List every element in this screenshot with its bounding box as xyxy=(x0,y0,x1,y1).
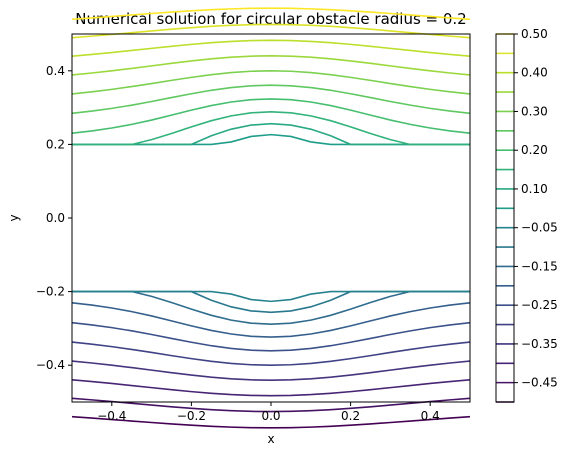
x-tick-label: 0.2 xyxy=(341,409,360,423)
contour-line xyxy=(71,301,471,338)
x-tick-label: 0.4 xyxy=(421,409,440,423)
colorbar-tick-label: −0.05 xyxy=(521,221,558,235)
colorbar-tick-label: −0.15 xyxy=(521,259,558,273)
contour-line xyxy=(71,39,471,57)
colorbar-tick-label: 0.10 xyxy=(521,182,548,196)
y-tick-label: 0.2 xyxy=(46,137,65,151)
contour-line xyxy=(71,415,471,429)
contour-line xyxy=(72,110,470,146)
contour-line xyxy=(72,290,470,303)
y-tick-label: −0.4 xyxy=(36,358,65,372)
y-tick-label: 0.0 xyxy=(46,211,65,225)
contour-lines xyxy=(71,7,471,429)
colorbar-tick-label: −0.25 xyxy=(521,298,558,312)
contour-line xyxy=(71,321,471,352)
x-tick-label: 0.0 xyxy=(261,409,280,423)
contour-line xyxy=(71,23,471,39)
colorbar-tick-label: 0.50 xyxy=(521,27,548,41)
chart-title: Numerical solution for circular obstacle… xyxy=(75,10,466,28)
colorbar-tick-label: −0.35 xyxy=(521,337,558,351)
y-axis-label: y xyxy=(7,214,21,221)
y-tick-label: 0.4 xyxy=(46,64,65,78)
colorbar-tick-label: −0.45 xyxy=(521,376,558,390)
contour-line xyxy=(71,360,471,382)
contour-line xyxy=(71,341,471,367)
x-axis-label: x xyxy=(267,432,274,446)
contour-line xyxy=(71,7,471,21)
contour-line xyxy=(71,397,471,413)
colorbar: 0.50 0.40 0.30 0.20 0.10 −0.05 −0.15 −0.25 −0.35… xyxy=(495,27,558,403)
contour-line xyxy=(71,379,471,397)
x-tick-label: −0.4 xyxy=(97,409,126,423)
contour-line xyxy=(72,290,470,326)
contour-line xyxy=(71,69,471,95)
colorbar-tick-label: 0.30 xyxy=(521,104,548,118)
contour-line xyxy=(72,122,470,146)
contour-line xyxy=(71,84,471,115)
x-axis: −0.4 −0.2 0.0 0.2 0.4 xyxy=(97,402,440,423)
y-tick-label: −0.2 xyxy=(36,285,65,299)
colorbar-tick-label: 0.20 xyxy=(521,143,548,157)
colorbar-tick-label: 0.40 xyxy=(521,66,548,80)
colorbar-frame xyxy=(495,33,515,403)
x-tick-label: −0.2 xyxy=(177,409,206,423)
y-axis: −0.4 −0.2 0.0 0.2 0.4 xyxy=(36,64,72,372)
contour-line xyxy=(71,54,471,76)
contour-line xyxy=(71,98,471,135)
